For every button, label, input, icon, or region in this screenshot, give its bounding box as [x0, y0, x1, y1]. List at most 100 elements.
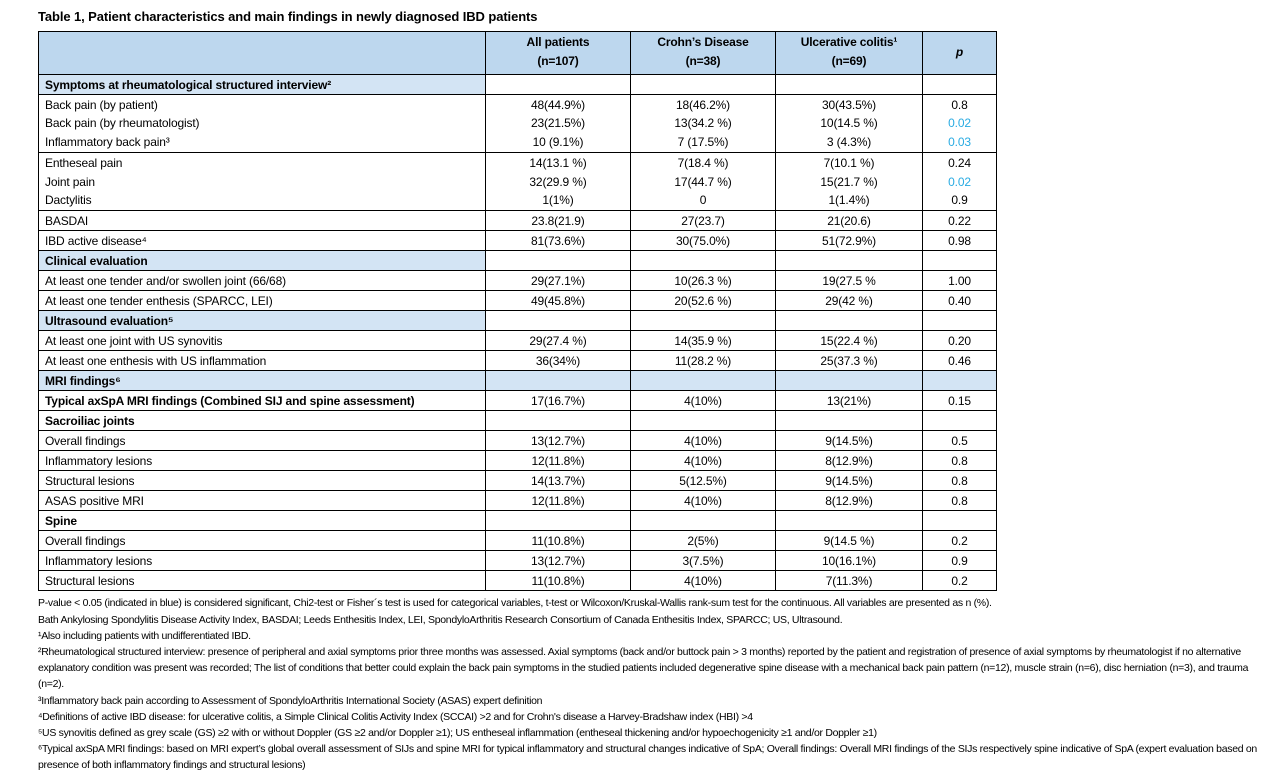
section-row-label: Clinical evaluation [38, 250, 486, 272]
cell-value-line: 3 (4.3%) [826, 134, 872, 149]
value-cell: 81(73.6%) [485, 230, 631, 252]
cell-value-line: 23(21.5%) [530, 116, 585, 131]
footnotes: P-value < 0.05 (indicated in blue) is co… [38, 595, 1274, 773]
table-cell-empty [630, 310, 776, 332]
value-cell-group: 7(18.4 %) 17(44.7 %) 0 [630, 152, 776, 212]
value-cell: 2(5%) [630, 530, 776, 552]
value-cell: 13(21%) [775, 390, 923, 412]
p-value-line: 0.8 [951, 98, 968, 112]
row-label-line: Inflammatory back pain³ [45, 134, 170, 149]
p-value-cell: 1.00 [922, 270, 997, 292]
table-title: Table 1, Patient characteristics and mai… [38, 9, 538, 24]
cell-value-line: 7(18.4 %) [677, 156, 729, 171]
table-row: Ultrasound evaluation⁵ [38, 310, 997, 332]
value-cell: 21(20.6) [775, 210, 923, 232]
value-cell: 29(42 %) [775, 290, 923, 312]
p-value-cell: 0.8 [922, 450, 997, 472]
header-ulcerative-colitis: Ulcerative colitis¹ (n=69) [775, 31, 923, 75]
footnote: ⁶Typical axSpA MRI findings: based on MR… [38, 743, 1257, 772]
footnote: ⁵US synovitis defined as grey scale (GS)… [38, 727, 877, 740]
table-cell-empty [485, 250, 631, 272]
table-row: Structural lesions 11(10.8%) 4(10%) 7(11.3%… [38, 570, 997, 592]
table-row: Entheseal pain Joint pain Dactylitis 14(13.… [38, 152, 997, 212]
p-value-line: 0.03 [948, 134, 971, 149]
p-value-cell-group: 0.8 0.02 0.03 [922, 93, 997, 154]
row-label: Overall findings [38, 430, 486, 452]
table-row: Inflammatory lesions 13(12.7%) 3(7.5%) 10(1… [38, 550, 997, 572]
p-value-cell: 0.9 [922, 550, 997, 572]
row-label: Structural lesions [38, 470, 486, 492]
table-cell-empty [922, 74, 997, 95]
value-cell: 4(10%) [630, 490, 776, 512]
value-cell: 17(16.7%) [485, 390, 631, 412]
header-ulcerative-colitis-n: (n=69) [831, 54, 867, 68]
table-cell-empty [775, 310, 923, 332]
cell-value-line: 32(29.9 %) [529, 174, 587, 189]
row-label: At least one tender enthesis (SPARCC, LE… [38, 290, 486, 312]
value-cell: 29(27.4 %) [485, 330, 631, 352]
section-row-label: Spine [38, 510, 486, 532]
value-cell: 11(10.8%) [485, 570, 631, 592]
cell-value-line: 48(44.9%) [530, 98, 585, 112]
table-row: At least one tender enthesis (SPARCC, LE… [38, 290, 997, 312]
p-value-cell: 0.20 [922, 330, 997, 352]
table-header: All patients (n=107) Crohn’s Disease (n=… [38, 31, 997, 75]
row-label: Inflammatory lesions [38, 550, 486, 572]
table-row: Overall findings 13(12.7%) 4(10%) 9(14.5%) 0… [38, 430, 997, 452]
value-cell: 11(28.2 %) [630, 350, 776, 372]
table-cell-empty [485, 510, 631, 532]
value-cell: 12(11.8%) [485, 490, 631, 512]
table-cell-empty [922, 410, 997, 432]
value-cell: 9(14.5%) [775, 470, 923, 492]
footnote: ²Rheumatological structured interview: p… [38, 646, 1249, 691]
table-cell-empty [630, 370, 776, 392]
value-cell: 11(10.8%) [485, 530, 631, 552]
table-cell-empty [922, 310, 997, 332]
header-ulcerative-colitis-title: Ulcerative colitis¹ [800, 35, 898, 49]
value-cell-group: 48(44.9%) 23(21.5%) 10 (9.1%) [485, 93, 631, 154]
p-value-cell: 0.8 [922, 470, 997, 492]
row-label-line: Back pain (by patient) [45, 98, 158, 112]
footnote: P-value < 0.05 (indicated in blue) is co… [38, 597, 992, 610]
value-cell: 10(16.1%) [775, 550, 923, 572]
value-cell: 4(10%) [630, 430, 776, 452]
value-cell: 23.8(21.9) [485, 210, 631, 232]
value-cell: 30(75.0%) [630, 230, 776, 252]
table-cell-empty [485, 410, 631, 432]
table-cell-empty [485, 310, 631, 332]
footnote: ¹Also including patients with undifferen… [38, 629, 251, 642]
section-row-label: Ultrasound evaluation⁵ [38, 310, 486, 332]
value-cell: 9(14.5%) [775, 430, 923, 452]
table-cell-empty [485, 370, 631, 392]
value-cell: 3(7.5%) [630, 550, 776, 572]
header-all-patients: All patients (n=107) [485, 31, 631, 75]
p-value-cell: 0.98 [922, 230, 997, 252]
header-crohns-disease-n: (n=38) [685, 54, 721, 68]
section-row-label: Sacroiliac joints [38, 410, 486, 432]
header-empty-cell [38, 31, 486, 75]
p-value-cell: 0.15 [922, 390, 997, 412]
p-value-cell: 0.2 [922, 530, 997, 552]
cell-value-line: 10 (9.1%) [532, 134, 584, 149]
value-cell-group: 7(10.1 %) 15(21.7 %) 1(1.4%) [775, 152, 923, 212]
row-label: Inflammatory lesions [38, 450, 486, 472]
table-row: MRI findings⁶ [38, 370, 997, 392]
table-row: Sacroiliac joints [38, 410, 997, 432]
value-cell: 15(22.4 %) [775, 330, 923, 352]
table-cell-empty [922, 370, 997, 392]
header-crohns-disease-title: Crohn’s Disease [657, 35, 749, 49]
p-value-cell: 0.46 [922, 350, 997, 372]
table-cell-empty [775, 370, 923, 392]
footnote: ⁴Definitions of active IBD disease: for … [38, 710, 753, 723]
value-cell-group: 30(43.5%) 10(14.5 %) 3 (4.3%) [775, 93, 923, 154]
table-row: Clinical evaluation [38, 250, 997, 272]
value-cell: 4(10%) [630, 450, 776, 472]
value-cell: 51(72.9%) [775, 230, 923, 252]
cell-value-line: 30(43.5%) [821, 98, 876, 112]
section-row-label: MRI findings⁶ [38, 370, 486, 392]
value-cell: 49(45.8%) [485, 290, 631, 312]
table-row: At least one enthesis with US inflammati… [38, 350, 997, 372]
value-cell: 8(12.9%) [775, 490, 923, 512]
table-row: At least one tender and/or swollen joint… [38, 270, 997, 292]
